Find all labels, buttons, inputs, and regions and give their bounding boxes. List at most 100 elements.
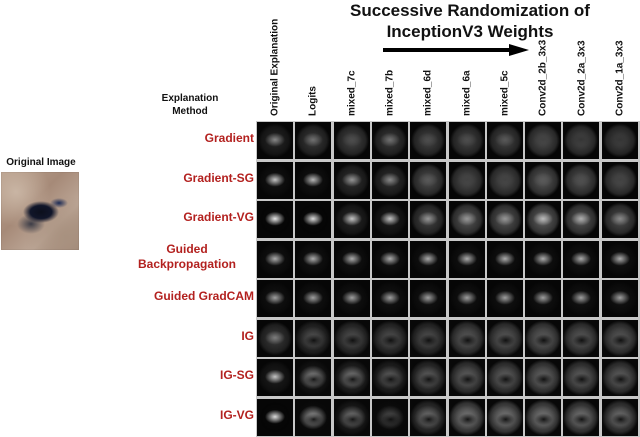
method-label-line: Backpropagation (137, 257, 236, 272)
method-label-line: Gradient (204, 131, 254, 146)
saliency-map-cell (410, 359, 447, 396)
saliency-map-cell (525, 161, 562, 199)
saliency-map-cell (448, 319, 485, 357)
saliency-map-cell (410, 319, 447, 357)
saliency-map-cell (410, 161, 447, 199)
arrow-right-icon (383, 44, 529, 56)
column-label: mixed_7b (382, 0, 398, 116)
saliency-map-cell (448, 280, 485, 317)
method-label-line: Guided (166, 242, 208, 257)
method-label: IG-SG (124, 368, 254, 383)
method-label: Gradient-SG (124, 171, 254, 186)
saliency-map-cell (333, 359, 370, 396)
saliency-map-cell (563, 240, 600, 278)
column-label-text: mixed_7c (346, 70, 358, 116)
saliency-map-cell (333, 319, 370, 357)
saliency-map-cell (371, 122, 408, 159)
saliency-map-cell (295, 201, 332, 238)
saliency-map-cell (371, 319, 408, 357)
saliency-map-cell (525, 240, 562, 278)
saliency-map-cell (371, 201, 408, 238)
row-header-line-2: Method (172, 106, 208, 117)
saliency-map-cell (257, 161, 293, 199)
method-label: IG (124, 329, 254, 344)
saliency-map-cell (371, 398, 408, 436)
saliency-map-cell (486, 319, 523, 357)
saliency-map-cell (601, 161, 638, 199)
saliency-map-cell (295, 161, 332, 199)
method-label: Gradient-VG (124, 210, 254, 225)
title-line-2: InceptionV3 Weights (386, 22, 554, 41)
saliency-map-cell (525, 280, 562, 317)
saliency-map-cell (257, 240, 293, 278)
saliency-map-cell (601, 398, 638, 436)
saliency-map-cell (563, 398, 600, 436)
saliency-map-cell (486, 122, 523, 159)
saliency-map-cell (257, 122, 293, 159)
figure-title: Successive Randomization of InceptionV3 … (300, 0, 640, 42)
saliency-map-cell (525, 359, 562, 396)
column-label: mixed_6a (459, 0, 475, 116)
column-label: mixed_7c (344, 0, 360, 116)
column-label-text: mixed_5c (499, 70, 511, 116)
column-label-text: Logits (307, 86, 319, 116)
saliency-map-cell (563, 122, 600, 159)
saliency-map-cell (448, 161, 485, 199)
saliency-map-cell (295, 280, 332, 317)
column-label-text: mixed_6d (422, 69, 434, 116)
method-label-line: IG-VG (219, 407, 254, 422)
saliency-map-cell (295, 359, 332, 396)
saliency-map-cell (563, 359, 600, 396)
saliency-map-cell (257, 398, 293, 436)
saliency-map-cell (257, 359, 293, 396)
method-label-line: IG-SG (219, 368, 254, 383)
method-label: Guided GradCAM (124, 289, 254, 304)
saliency-map-cell (295, 319, 332, 357)
saliency-map-cell (563, 280, 600, 317)
method-label: Gradient (124, 131, 254, 146)
saliency-map-cell (410, 398, 447, 436)
saliency-map-cell (563, 161, 600, 199)
saliency-map-cell (410, 280, 447, 317)
row-header-line-1: Explanation (161, 93, 219, 104)
column-label: Original Explanation (267, 0, 283, 116)
saliency-map-cell (525, 201, 562, 238)
saliency-map-cell (601, 319, 638, 357)
column-label: mixed_5c (497, 0, 513, 116)
saliency-map-cell (601, 359, 638, 396)
saliency-map-cell (448, 398, 485, 436)
saliency-map-cell (563, 201, 600, 238)
saliency-map-cell (525, 398, 562, 436)
column-label: Logits (305, 0, 321, 116)
method-label-line: Gradient-VG (183, 210, 254, 225)
original-image-title: Original Image (6, 157, 76, 168)
saliency-map-cell (257, 201, 293, 238)
saliency-map-cell (448, 122, 485, 159)
column-label: Conv2d_2b_3x3 (535, 0, 551, 116)
saliency-map-cell (333, 280, 370, 317)
column-label-text: mixed_6a (461, 70, 473, 116)
method-label: Guided Backpropagation (122, 242, 252, 272)
column-label-text: Original Explanation (269, 18, 281, 116)
original-image (1, 172, 79, 250)
row-header: Explanation Method (150, 92, 230, 118)
method-label: IG-VG (124, 408, 254, 423)
column-label: Conv2d_1a_3x3 (612, 0, 628, 116)
saliency-map-cell (257, 280, 293, 317)
saliency-grid (256, 121, 640, 437)
method-label-line: Guided GradCAM (153, 289, 254, 304)
saliency-map-cell (371, 161, 408, 199)
saliency-map-cell (448, 359, 485, 396)
saliency-map-cell (525, 319, 562, 357)
saliency-map-cell (601, 201, 638, 238)
saliency-map-cell (371, 359, 408, 396)
saliency-map-cell (486, 201, 523, 238)
saliency-map-cell (410, 240, 447, 278)
column-label-text: Conv2d_2a_3x3 (576, 40, 588, 116)
saliency-map-cell (486, 398, 523, 436)
column-label: Conv2d_2a_3x3 (574, 0, 590, 116)
saliency-map-cell (333, 398, 370, 436)
saliency-map-cell (486, 240, 523, 278)
column-label-text: mixed_7b (384, 69, 396, 116)
column-label: mixed_6d (420, 0, 436, 116)
